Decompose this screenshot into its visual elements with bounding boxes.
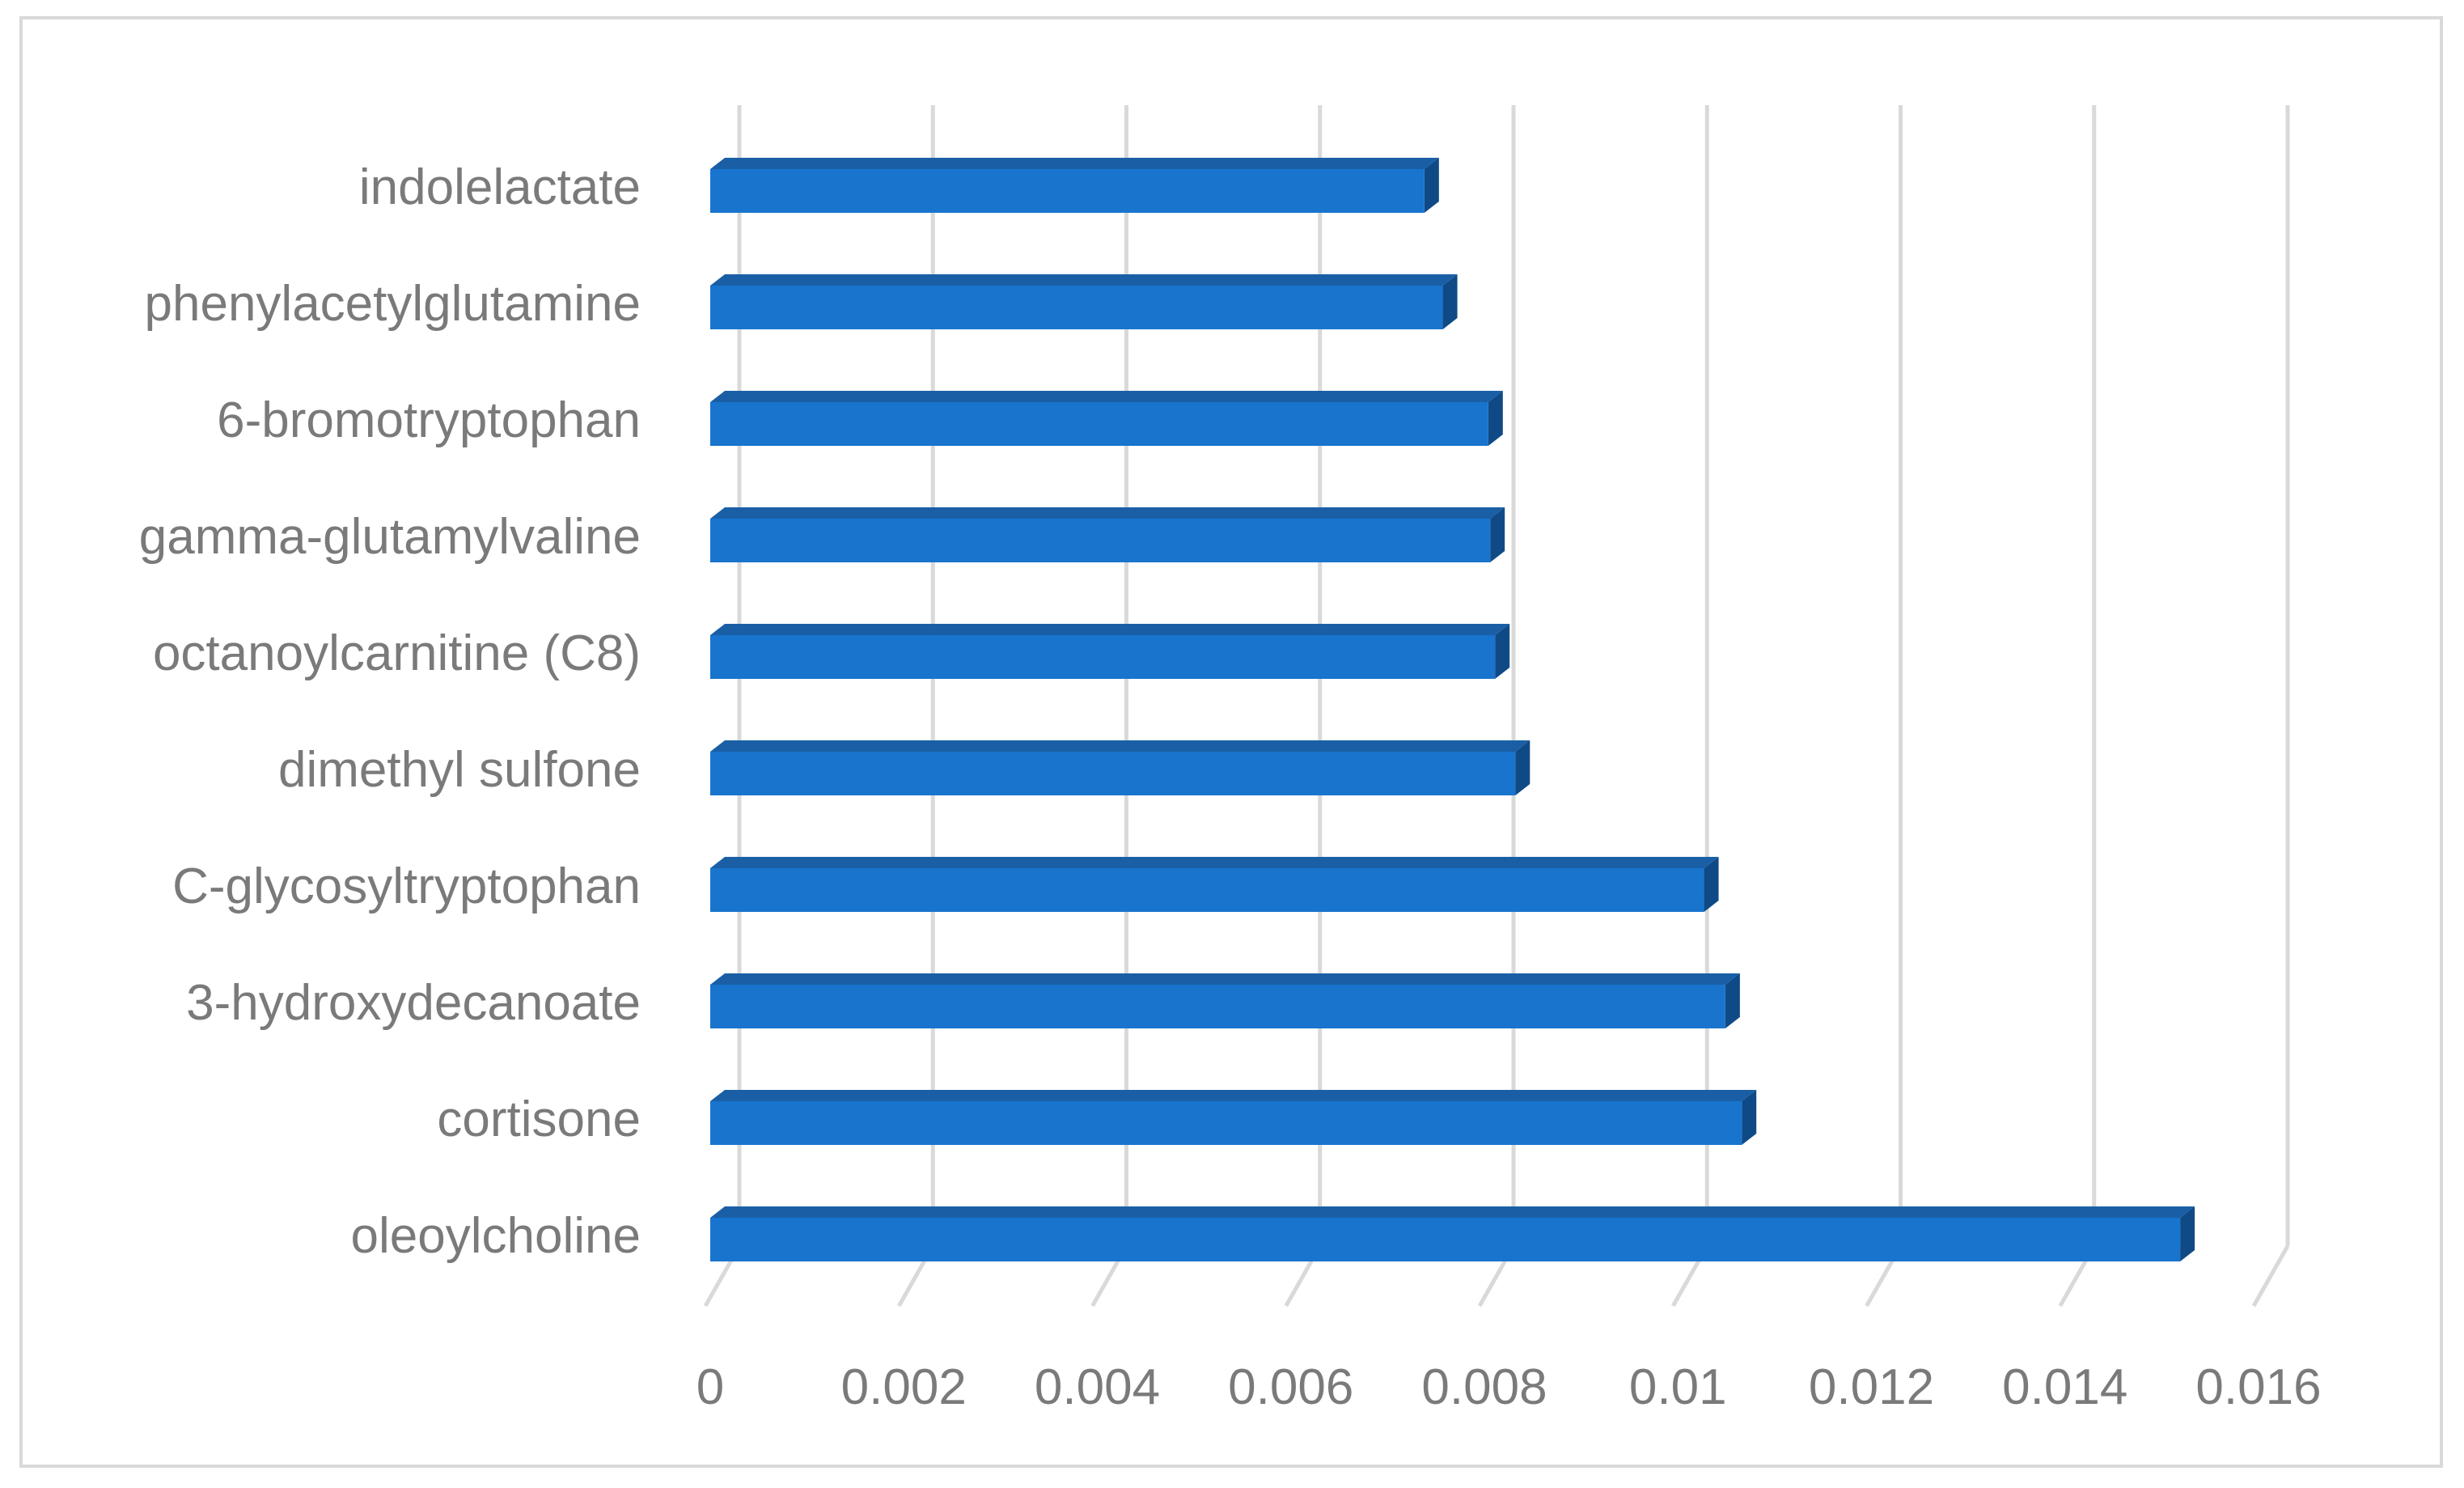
bar-front-face (710, 985, 1725, 1028)
category-label: indolelactate (359, 159, 641, 215)
bar-front-face (710, 868, 1704, 912)
bar-side-face (1704, 857, 1719, 912)
x-tick-label: 0.008 (1421, 1359, 1547, 1415)
bars (710, 158, 2195, 1261)
category-label: phenylacetylglutamine (145, 276, 641, 332)
bar-side-face (2180, 1206, 2195, 1261)
bar-top-face (710, 391, 1503, 402)
bar-front-face (710, 519, 1491, 562)
category-labels: indolelactate phenylacetylglutamine 6-brom… (139, 159, 641, 1264)
bar-front-face (710, 1101, 1742, 1145)
bar (710, 158, 1439, 213)
bar-top-face (710, 624, 1510, 635)
bar-top-face (710, 1206, 2195, 1218)
bar-side-face (1725, 973, 1740, 1028)
bar-top-face (710, 1090, 1757, 1101)
bar-top-face (710, 857, 1719, 868)
bar-front-face (710, 169, 1425, 213)
bar (710, 624, 1510, 679)
bar-front-face (710, 752, 1516, 795)
bar-top-face (710, 507, 1505, 519)
bar-top-face (710, 158, 1439, 169)
bar-side-face (1424, 158, 1439, 213)
category-label: dimethyl sulfone (278, 742, 641, 798)
bar-front-face (710, 635, 1496, 679)
category-label: C-glycosyltryptophan (172, 858, 641, 914)
x-tick-label: 0.012 (1809, 1359, 1934, 1415)
category-label: oleoylcholine (351, 1208, 641, 1264)
bar (710, 740, 1530, 795)
bar-front-face (710, 402, 1488, 446)
bar-side-face (1515, 740, 1530, 795)
bar-top-face (710, 973, 1740, 985)
bar-side-face (1488, 391, 1503, 446)
bar (710, 391, 1503, 446)
x-tick-label: 0.016 (2195, 1359, 2321, 1415)
bar-side-face (1490, 507, 1505, 562)
bar (710, 857, 1719, 912)
bar-top-face (710, 274, 1458, 286)
x-tick-label: 0.014 (2002, 1359, 2127, 1415)
category-label: octanoylcarnitine (C8) (153, 625, 641, 681)
bar-side-face (1495, 624, 1510, 679)
x-tick-label: 0 (696, 1359, 724, 1415)
bar (710, 973, 1740, 1028)
bar (710, 1206, 2195, 1261)
bar (710, 274, 1458, 329)
bar-front-face (710, 286, 1443, 329)
x-tick-label: 0.006 (1228, 1359, 1353, 1415)
bar-side-face (1742, 1090, 1757, 1145)
category-label: cortisone (437, 1092, 641, 1147)
category-label: gamma-glutamylvaline (139, 509, 641, 565)
x-axis-tick-labels: 0 0.002 0.004 0.006 0.008 0.01 0.012 0.014 0.016 (696, 1359, 2322, 1415)
bar-side-face (1442, 274, 1458, 329)
x-tick-label: 0.01 (1629, 1359, 1727, 1415)
category-label: 6-bromotryptophan (217, 392, 641, 448)
category-label: 3-hydroxydecanoate (186, 975, 641, 1031)
bar-top-face (710, 740, 1530, 752)
x-tick-label: 0.004 (1035, 1359, 1160, 1415)
bar-front-face (710, 1218, 2181, 1261)
x-tick-label: 0.002 (841, 1359, 967, 1415)
gridline-floor (2251, 1244, 2290, 1308)
bar (710, 1090, 1757, 1145)
bar (710, 507, 1505, 562)
